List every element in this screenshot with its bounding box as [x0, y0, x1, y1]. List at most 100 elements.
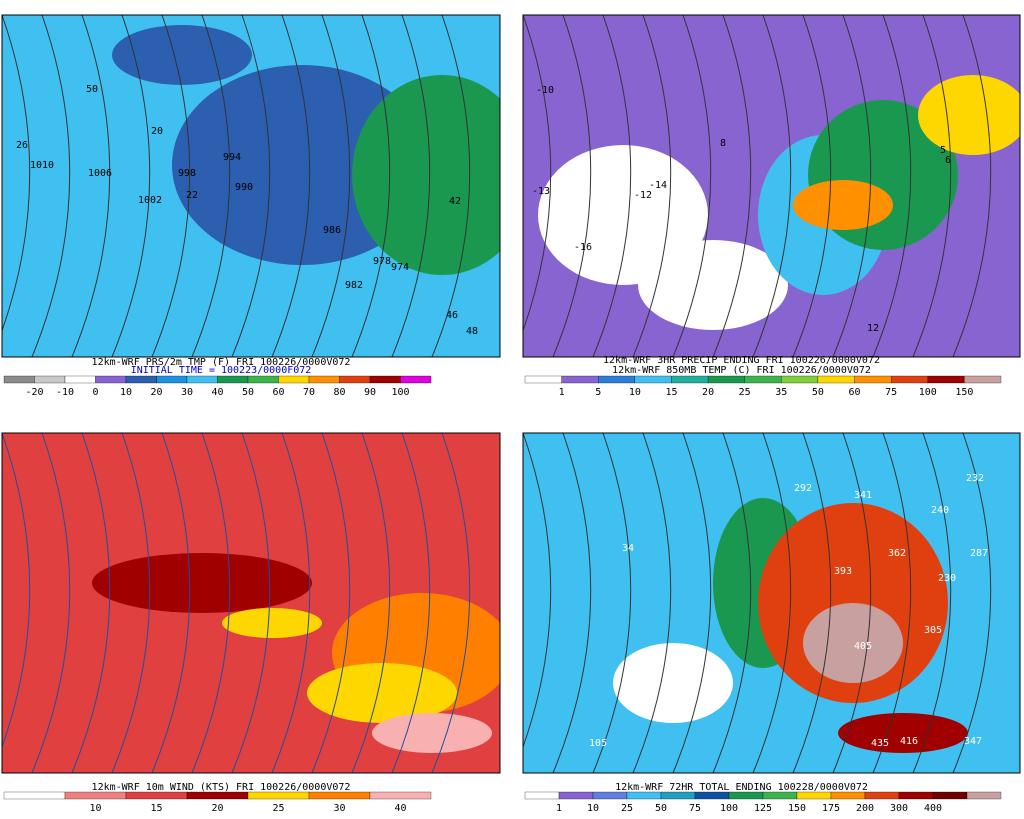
colorbar-swatch: [744, 375, 782, 384]
map-label: 362: [888, 548, 906, 559]
map-label: 22: [186, 190, 198, 201]
colorbar-swatch: [891, 375, 928, 384]
map-label: -10: [536, 85, 554, 96]
colorbar-label: 90: [364, 387, 376, 398]
colorbar-swatch: [781, 375, 819, 384]
map-label: 34: [622, 543, 634, 554]
colorbar-swatch: [966, 791, 1002, 800]
colorbar-swatch: [796, 791, 832, 800]
map-label: 1002: [138, 195, 162, 206]
colorbar-label: 175: [822, 803, 840, 814]
map-region: [918, 75, 1020, 155]
map-label: -12: [634, 190, 652, 201]
map-border: [1, 14, 501, 358]
map-region: [613, 643, 733, 723]
contour: [752, 433, 792, 773]
map-label: 416: [900, 736, 918, 747]
colorbar-swatch: [864, 791, 900, 800]
colorbar-swatch: [830, 791, 866, 800]
contour: [712, 433, 752, 773]
colorbar-label: 50: [242, 387, 254, 398]
colorbar-label: -10: [56, 387, 74, 398]
colorbar-label: 40: [394, 803, 406, 814]
contour: [872, 15, 912, 357]
colorbar-label: 75: [885, 387, 897, 398]
map-label: 974: [391, 262, 409, 273]
colorbar-label: 80: [333, 387, 345, 398]
colorbar-swatch: [707, 375, 745, 384]
contour: [2, 15, 31, 332]
colorbar-label: 300: [890, 803, 908, 814]
map-label: 998: [178, 168, 196, 179]
colorbar-label: 25: [739, 387, 751, 398]
colorbar-label: 30: [333, 803, 345, 814]
panel-subtitle: 12km-WRF 850MB TEMP (C) FRI 100226/0000V…: [612, 365, 871, 376]
colorbar-swatch: [308, 375, 340, 384]
contour: [552, 433, 592, 773]
contour: [191, 433, 231, 773]
contour: [672, 433, 712, 773]
contour: [712, 15, 752, 357]
map-region: [307, 663, 457, 723]
map-label: 347: [964, 736, 982, 747]
colorbar-label: 150: [955, 387, 973, 398]
map-label: 63: [635, 654, 647, 665]
contour: [351, 15, 391, 357]
colorbar-swatch: [626, 791, 662, 800]
panel-title: 12km-WRF 10m WIND (KTS) FRI 100226/0000V…: [92, 782, 351, 793]
colorbar-label: 60: [849, 387, 861, 398]
colorbar-swatch: [728, 791, 764, 800]
map-label: 393: [834, 566, 852, 577]
colorbar-label: 70: [303, 387, 315, 398]
map-label: 42: [449, 196, 461, 207]
colorbar-label: 150: [788, 803, 806, 814]
map-region: [538, 145, 708, 285]
map-label: 341: [854, 490, 872, 501]
contour: [151, 15, 191, 357]
colorbar-swatch: [217, 375, 249, 384]
contour: [912, 15, 952, 357]
colorbar-swatch: [308, 791, 371, 800]
map-region: [803, 603, 903, 683]
map-region: [352, 75, 500, 275]
colorbar-swatch: [762, 791, 798, 800]
contour: [431, 15, 471, 357]
map-label: -16: [574, 242, 592, 253]
colorbar-label: 30: [181, 387, 193, 398]
contour: [2, 433, 31, 749]
colorbar-label: 75: [689, 803, 701, 814]
contour: [391, 433, 431, 773]
colorbar-label: 0: [92, 387, 98, 398]
contour: [231, 15, 271, 357]
contour: [311, 15, 351, 357]
colorbar-label: 40: [211, 387, 223, 398]
panel-title: 12km-WRF PRS/2m TMP (F) FRI 100226/0000V…: [92, 357, 351, 368]
map-label: 994: [223, 152, 241, 163]
colorbar-swatch: [369, 375, 401, 384]
colorbar-swatch: [598, 375, 635, 384]
colorbar-swatch: [524, 375, 562, 384]
contour: [31, 15, 71, 357]
map-label: 8: [720, 138, 726, 149]
contour: [552, 15, 592, 357]
map-label: 982: [345, 280, 363, 291]
colorbar-swatch: [156, 375, 188, 384]
colorbar-label: 1: [559, 387, 565, 398]
colorbar-label: 125: [754, 803, 772, 814]
colorbar-swatch: [932, 791, 968, 800]
colorbar-label: 100: [720, 803, 738, 814]
contour: [523, 15, 552, 332]
map-label: 50: [86, 84, 98, 95]
map: -10 -12 -13 -16 -14 8 12 56: [523, 15, 1020, 357]
colorbar-label: 20: [702, 387, 714, 398]
colorbar-label: 35: [775, 387, 787, 398]
colorbar-label: 5: [595, 387, 601, 398]
panel-title: 12km-WRF 3HR PRECIP ENDING FRI 100226/00…: [603, 355, 880, 366]
colorbar-label: 50: [812, 387, 824, 398]
contour: [31, 433, 71, 773]
colorbar-swatch: [247, 791, 310, 800]
map: [2, 433, 500, 773]
map-label: 240: [931, 505, 949, 516]
colorbar-label: 50: [655, 803, 667, 814]
